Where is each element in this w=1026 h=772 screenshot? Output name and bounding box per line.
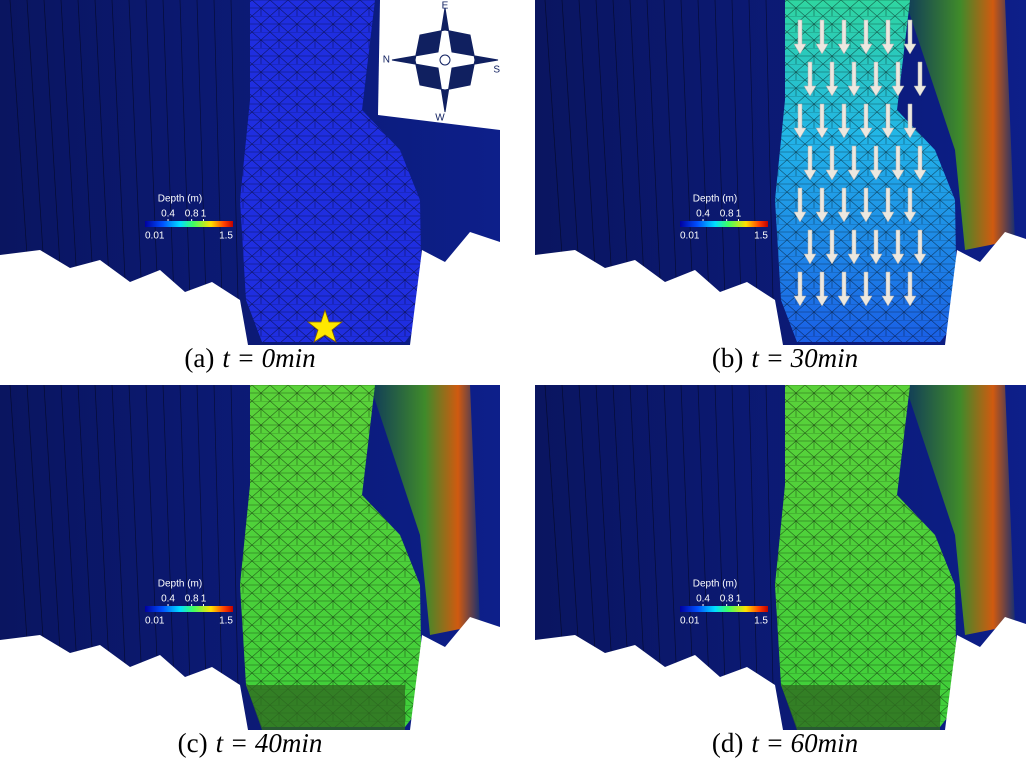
- legend-tick-label: 0.4: [696, 209, 710, 220]
- caption-math: t = 40min: [216, 728, 323, 758]
- legend-max: 1.5: [219, 616, 233, 627]
- legend-max: 1.5: [219, 231, 233, 242]
- page: {"panels": [ {"caption": {"label": "(a)"…: [0, 0, 1026, 767]
- legend-min: 0.01: [680, 616, 700, 627]
- panel: Depth (m) 0.4 0.81 0.01 1.5 (b) t = 30min: [535, 0, 1026, 373]
- legend-tick-label: 0.4: [161, 209, 175, 220]
- caption-label: (c): [178, 728, 208, 758]
- legend-tick-label: 0.8: [185, 594, 199, 605]
- channel-front: [781, 685, 940, 730]
- legend-min: 0.01: [680, 231, 700, 242]
- legend-tick-label: 0.4: [161, 594, 175, 605]
- legend-tick-label: 0.8: [720, 594, 734, 605]
- legend-tick-label: 1: [201, 594, 207, 605]
- caption: (b) t = 30min: [712, 343, 858, 373]
- legend-tick-label: 0.8: [720, 209, 734, 220]
- compass-center: [440, 55, 450, 65]
- legend-tick-label: 1: [736, 209, 742, 220]
- scene: [535, 0, 1026, 345]
- compass-label: W: [435, 113, 445, 124]
- legend-tick-label: 0.8: [185, 209, 199, 220]
- legend-max: 1.5: [754, 231, 768, 242]
- caption: (a) t = 0min: [184, 343, 315, 373]
- scene: E N S W: [0, 0, 500, 345]
- colorbar: [145, 606, 233, 612]
- legend-max: 1.5: [754, 616, 768, 627]
- legend-title: Depth (m): [693, 579, 737, 590]
- caption-label: (a): [184, 343, 214, 373]
- legend-tick-label: 0.4: [696, 594, 710, 605]
- caption-label: (b): [712, 343, 743, 373]
- compass-box: [378, 0, 500, 130]
- legend-title: Depth (m): [158, 579, 202, 590]
- compass-label: N: [383, 55, 390, 66]
- colorbar: [680, 606, 768, 612]
- caption-label: (d): [712, 728, 743, 758]
- caption: (d) t = 60min: [712, 728, 858, 758]
- legend-title: Depth (m): [158, 194, 202, 205]
- caption-math: t = 0min: [222, 343, 315, 373]
- caption-math: t = 30min: [751, 343, 858, 373]
- panel: Depth (m) 0.4 0.81 0.01 1.5 (c) t = 40min: [0, 385, 500, 758]
- compass-label: S: [493, 65, 500, 76]
- channel-front: [246, 685, 405, 730]
- caption-math: t = 60min: [751, 728, 858, 758]
- figure: ENSWDepth (m)0.40.810.011.5(a)t = 0minDe…: [0, 0, 1026, 767]
- caption: (c) t = 40min: [178, 728, 323, 758]
- colorbar: [680, 221, 768, 227]
- compass-label: E: [442, 1, 449, 12]
- legend-title: Depth (m): [693, 194, 737, 205]
- scene: [535, 385, 1026, 730]
- legend-tick-label: 1: [201, 209, 207, 220]
- scene: [0, 385, 500, 730]
- legend-tick-label: 1: [736, 594, 742, 605]
- legend-min: 0.01: [145, 616, 165, 627]
- colorbar: [145, 221, 233, 227]
- legend-min: 0.01: [145, 231, 165, 242]
